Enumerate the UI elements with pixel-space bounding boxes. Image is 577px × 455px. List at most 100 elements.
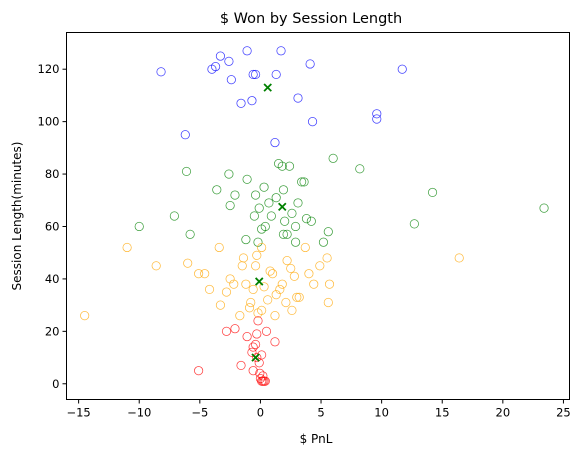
data-point	[251, 261, 261, 271]
data-point	[372, 114, 382, 124]
data-point	[156, 67, 166, 77]
data-point	[212, 185, 222, 195]
data-point	[284, 161, 295, 171]
y-tick-label: 0	[52, 377, 59, 391]
data-point	[237, 261, 247, 271]
data-point	[215, 300, 226, 310]
data-point	[252, 352, 262, 363]
data-point	[254, 358, 264, 368]
y-axis: 0 20 40 60 80 100 120	[38, 62, 67, 391]
data-point	[249, 211, 259, 221]
data-point	[225, 274, 235, 284]
data-point	[260, 376, 270, 386]
data-point	[241, 279, 251, 289]
data-point	[251, 69, 261, 80]
data-point	[323, 297, 333, 308]
data-point	[247, 96, 257, 106]
data-point	[264, 198, 274, 208]
data-point	[253, 316, 263, 326]
data-point	[293, 93, 303, 103]
data-point	[280, 216, 290, 226]
data-point	[270, 337, 280, 347]
data-point	[454, 253, 464, 263]
data-point	[230, 324, 240, 334]
data-point	[226, 75, 236, 85]
data-point	[211, 62, 221, 72]
data-point	[238, 253, 249, 263]
data-point	[266, 211, 276, 221]
data-point	[248, 342, 258, 352]
data-point	[289, 271, 299, 281]
data-point	[307, 117, 318, 127]
data-point	[221, 287, 232, 297]
x-tick-label: 25	[556, 406, 571, 420]
data-point	[252, 250, 262, 260]
data-point	[409, 219, 419, 229]
data-point	[282, 255, 292, 266]
data-point	[194, 366, 204, 376]
plot-area	[80, 46, 549, 386]
data-point	[254, 203, 264, 213]
data-point	[271, 193, 281, 203]
data-point	[247, 347, 257, 357]
data-point	[242, 46, 252, 56]
data-point	[315, 261, 325, 271]
x-tick-label: 15	[435, 406, 450, 420]
data-point	[305, 59, 315, 69]
data-point	[270, 138, 280, 148]
data-point	[183, 258, 193, 268]
centroid-marker	[278, 202, 287, 212]
data-point	[278, 229, 289, 239]
data-point	[185, 229, 195, 239]
data-point	[248, 284, 258, 294]
data-point	[293, 198, 303, 208]
data-point	[263, 295, 273, 305]
y-tick-label: 100	[38, 115, 60, 129]
data-point	[261, 326, 272, 336]
data-point	[242, 332, 252, 342]
x-axis: −15 −10 −5 0 5 10 15 20 25	[66, 399, 571, 420]
data-point	[299, 177, 309, 187]
centroid-marker	[263, 83, 272, 92]
data-point	[306, 216, 316, 226]
x-tick-label: 10	[374, 406, 389, 420]
data-point	[287, 208, 297, 218]
data-point	[259, 282, 269, 292]
data-point	[265, 266, 275, 276]
data-point	[224, 169, 234, 179]
data-point	[252, 329, 262, 339]
data-point	[259, 182, 269, 192]
data-point	[257, 242, 267, 253]
data-point	[80, 311, 90, 321]
data-point	[291, 221, 301, 232]
data-point	[221, 326, 232, 336]
data-point	[248, 69, 258, 80]
data-point	[318, 237, 329, 247]
data-point	[151, 261, 161, 271]
y-tick-label: 80	[45, 167, 60, 181]
data-point	[258, 371, 268, 381]
data-point	[204, 284, 215, 294]
x-tick-label: 0	[257, 406, 264, 420]
x-tick-label: 5	[317, 406, 324, 420]
data-point	[427, 187, 438, 197]
data-point	[539, 203, 549, 213]
data-point	[246, 297, 256, 308]
data-point	[277, 161, 287, 171]
data-point	[297, 177, 307, 187]
data-point	[304, 269, 314, 279]
data-point	[134, 221, 144, 232]
data-point	[372, 109, 382, 119]
x-axis-label: $ PnL	[300, 432, 333, 446]
data-point	[180, 130, 190, 140]
data-point	[122, 242, 132, 253]
data-point	[300, 242, 310, 253]
data-point	[324, 279, 335, 289]
data-point	[271, 69, 281, 80]
y-tick-label: 120	[38, 62, 60, 76]
data-point	[253, 237, 263, 247]
centroid-marker	[251, 353, 260, 362]
data-point	[194, 269, 204, 279]
y-tick-label: 20	[45, 324, 60, 338]
